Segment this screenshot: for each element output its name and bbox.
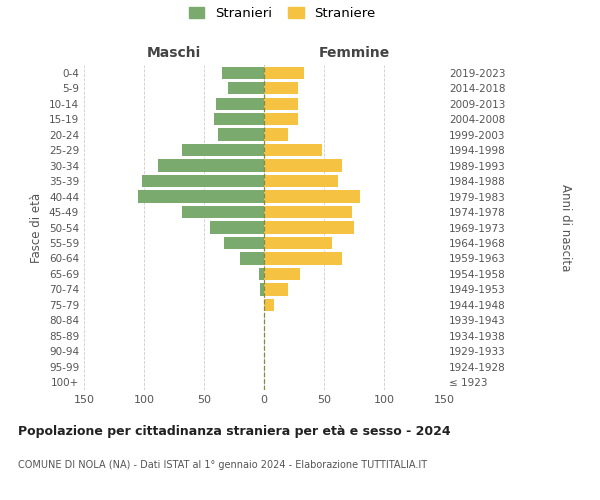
Text: COMUNE DI NOLA (NA) - Dati ISTAT al 1° gennaio 2024 - Elaborazione TUTTITALIA.IT: COMUNE DI NOLA (NA) - Dati ISTAT al 1° g… bbox=[18, 460, 427, 470]
Bar bbox=[264, 190, 360, 202]
Bar bbox=[214, 113, 264, 126]
Text: Femmine: Femmine bbox=[319, 46, 389, 60]
Y-axis label: Fasce di età: Fasce di età bbox=[31, 192, 43, 262]
Bar bbox=[182, 144, 264, 156]
Bar bbox=[264, 222, 354, 234]
Bar bbox=[228, 82, 264, 94]
Bar bbox=[218, 128, 264, 141]
Bar bbox=[264, 82, 298, 94]
Bar bbox=[264, 175, 338, 188]
Text: Popolazione per cittadinanza straniera per età e sesso - 2024: Popolazione per cittadinanza straniera p… bbox=[18, 425, 451, 438]
Bar bbox=[260, 283, 264, 296]
Bar bbox=[264, 298, 274, 311]
Bar bbox=[259, 268, 264, 280]
Bar bbox=[138, 190, 264, 202]
Bar bbox=[224, 237, 264, 249]
Bar bbox=[264, 113, 298, 126]
Bar bbox=[264, 237, 332, 249]
Bar bbox=[264, 252, 342, 264]
Bar bbox=[264, 283, 288, 296]
Bar bbox=[264, 206, 352, 218]
Bar bbox=[142, 175, 264, 188]
Bar bbox=[264, 128, 288, 141]
Bar bbox=[264, 98, 298, 110]
Bar bbox=[158, 160, 264, 172]
Bar bbox=[240, 252, 264, 264]
Text: Maschi: Maschi bbox=[147, 46, 201, 60]
Bar bbox=[216, 98, 264, 110]
Bar bbox=[264, 268, 300, 280]
Bar bbox=[182, 206, 264, 218]
Y-axis label: Anni di nascita: Anni di nascita bbox=[559, 184, 572, 271]
Bar bbox=[264, 160, 342, 172]
Legend: Stranieri, Straniere: Stranieri, Straniere bbox=[188, 6, 376, 20]
Bar bbox=[210, 222, 264, 234]
Bar bbox=[222, 66, 264, 79]
Bar bbox=[264, 66, 304, 79]
Bar bbox=[264, 144, 322, 156]
